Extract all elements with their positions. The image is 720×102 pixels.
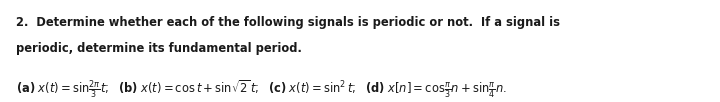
Text: $\bf{(a)}$ $x(t) = \sin\!\frac{2\pi}{3}t;$  $\bf{(b)}$ $x(t) = \cos t + \sin\!\s: $\bf{(a)}$ $x(t) = \sin\!\frac{2\pi}{3}t… xyxy=(16,79,507,100)
Text: periodic, determine its fundamental period.: periodic, determine its fundamental peri… xyxy=(16,42,302,55)
Text: 2.  Determine whether each of the following signals is periodic or not.  If a si: 2. Determine whether each of the followi… xyxy=(16,16,560,29)
